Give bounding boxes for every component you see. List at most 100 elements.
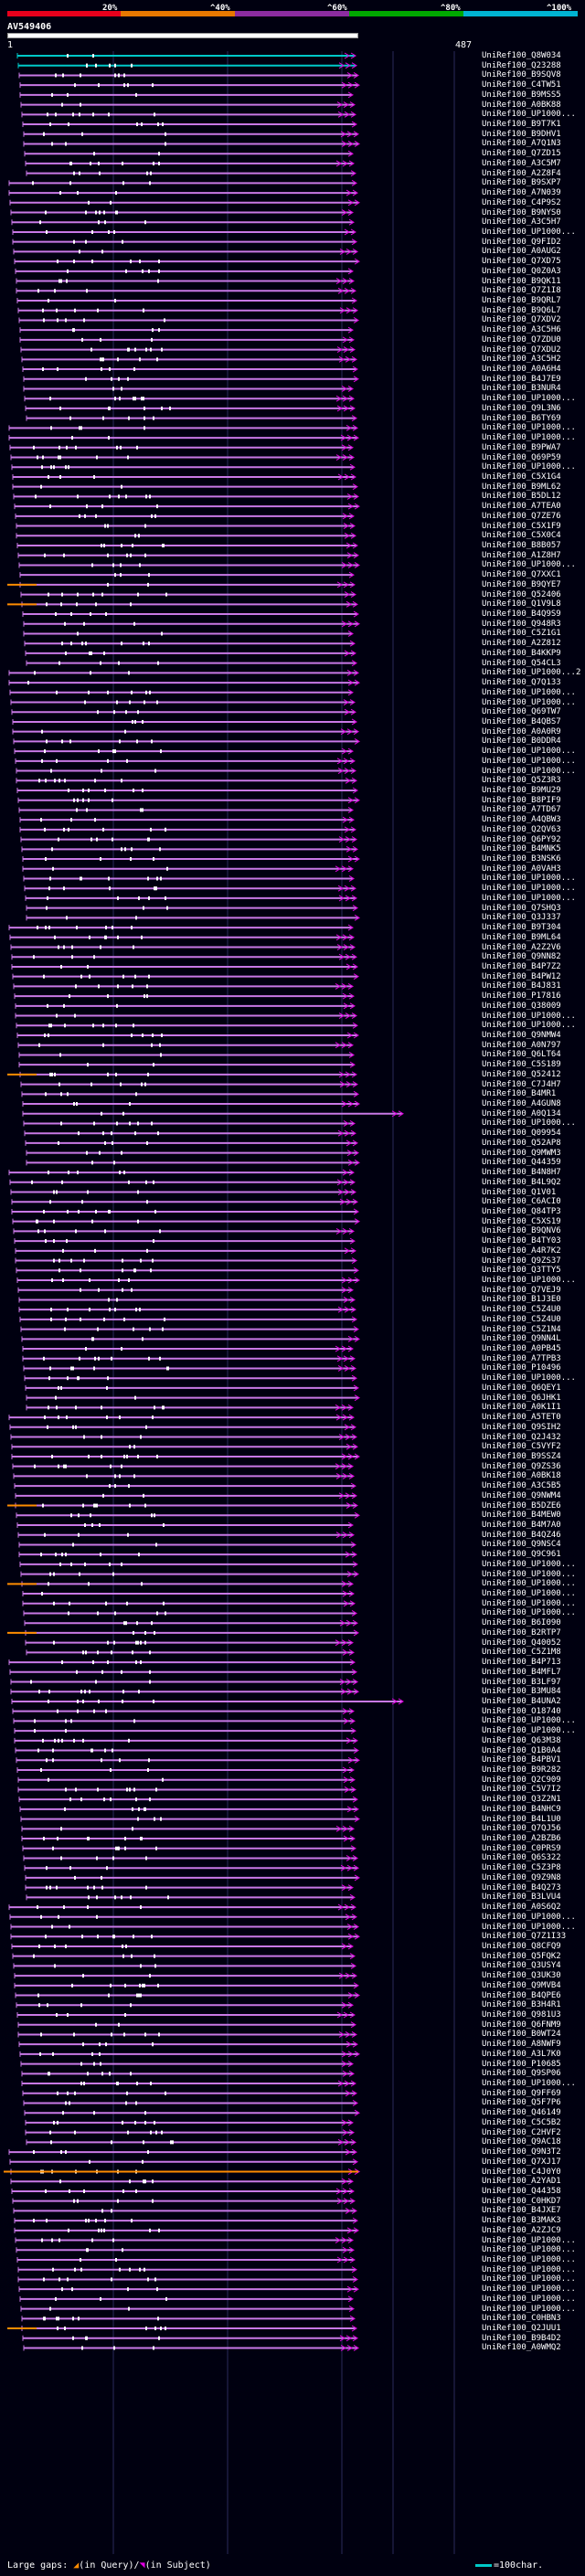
- hit-row[interactable]: [18, 1052, 355, 1058]
- hit-row[interactable]: [19, 81, 360, 89]
- hit-row[interactable]: [23, 376, 359, 383]
- hit-row[interactable]: [10, 699, 356, 705]
- hit-row[interactable]: [20, 1081, 358, 1088]
- hit-label[interactable]: UniRef100_A0S6Q2: [482, 1903, 561, 1913]
- hit-label[interactable]: UniRef100_UP1000...: [482, 756, 576, 766]
- hit-row[interactable]: [16, 297, 357, 304]
- hit-row[interactable]: [16, 532, 356, 539]
- hit-row[interactable]: [21, 2080, 356, 2087]
- hit-row[interactable]: [25, 2129, 355, 2136]
- hit-label[interactable]: UniRef100_B4MFL7: [482, 1667, 561, 1677]
- hit-row[interactable]: [10, 1434, 357, 1440]
- hit-row[interactable]: [22, 1600, 356, 1607]
- hit-label[interactable]: UniRef100_O18740: [482, 1706, 561, 1716]
- hit-row[interactable]: [17, 2266, 357, 2274]
- hit-row[interactable]: [17, 1042, 354, 1049]
- hit-row[interactable]: [12, 1218, 360, 1225]
- hit-label[interactable]: UniRef100_A0WMQ2: [482, 2343, 561, 2353]
- hit-row[interactable]: [14, 1237, 356, 1245]
- hit-row[interactable]: [10, 1924, 359, 1930]
- hit-label[interactable]: UniRef100_UP1000...: [482, 394, 576, 404]
- hit-row[interactable]: [26, 1648, 355, 1656]
- hit-label[interactable]: UniRef100_UP1000...: [482, 1579, 576, 1589]
- hit-label[interactable]: UniRef100_UP1000...: [482, 2079, 576, 2089]
- hit-label[interactable]: UniRef100_A0AUG2: [482, 247, 561, 257]
- hit-label[interactable]: UniRef100_A0A0R9: [482, 726, 561, 737]
- hit-row[interactable]: [12, 718, 357, 726]
- hit-row[interactable]: [10, 944, 356, 950]
- hit-row[interactable]: [8, 1169, 355, 1176]
- hit-row[interactable]: [16, 777, 357, 784]
- hit-row[interactable]: [14, 258, 360, 265]
- hit-label[interactable]: UniRef100_B4L9Q2: [482, 1177, 561, 1187]
- hit-label[interactable]: UniRef100_B4L1U0: [482, 1814, 561, 1824]
- hit-row[interactable]: [17, 1786, 356, 1793]
- hit-label[interactable]: UniRef100_Q9Z9N8: [482, 1872, 561, 1882]
- hit-row[interactable]: [8, 924, 354, 931]
- hit-row[interactable]: [10, 209, 354, 216]
- hit-row[interactable]: [18, 72, 359, 79]
- hit-row[interactable]: [9, 934, 355, 941]
- hit-row[interactable]: [11, 1943, 354, 1950]
- hit-row[interactable]: [26, 170, 356, 177]
- hit-row[interactable]: [16, 1277, 360, 1284]
- hit-row[interactable]: [23, 141, 360, 147]
- hit-row[interactable]: [12, 1463, 354, 1470]
- hit-label[interactable]: UniRef100_UP1000...: [482, 2274, 576, 2284]
- hit-label[interactable]: UniRef100_Q46149: [482, 2108, 561, 2118]
- hit-row[interactable]: [25, 1884, 354, 1892]
- hit-label[interactable]: UniRef100_Q2J432: [482, 1432, 561, 1442]
- hit-row[interactable]: [9, 2158, 358, 2166]
- hit-row[interactable]: [22, 121, 357, 128]
- hit-label[interactable]: UniRef100_Q9NSC4: [482, 1540, 561, 1550]
- hit-row[interactable]: [8, 2148, 357, 2156]
- hit-label[interactable]: UniRef100_A8NWF9: [482, 2040, 561, 2050]
- hit-label[interactable]: UniRef100_A2Z8F4: [482, 168, 561, 178]
- hit-row[interactable]: [23, 1120, 356, 1127]
- hit-label[interactable]: UniRef100_Q9ZS36: [482, 1461, 561, 1471]
- hit-label[interactable]: UniRef100_C5S189: [482, 1060, 561, 1070]
- hit-row[interactable]: [22, 2090, 357, 2097]
- hit-row[interactable]: [24, 1129, 356, 1137]
- hit-label[interactable]: UniRef100_Q3J337: [482, 913, 561, 923]
- hit-label[interactable]: UniRef100_B4MNK5: [482, 844, 561, 854]
- hit-row[interactable]: [15, 1992, 360, 1998]
- hit-label[interactable]: UniRef100_UP1000...: [482, 1598, 576, 1608]
- hit-label[interactable]: UniRef100_UP1000...: [482, 884, 576, 894]
- hit-label[interactable]: UniRef100_A3C5B5: [482, 1481, 561, 1491]
- hit-row[interactable]: [8, 1903, 356, 1911]
- hit-label[interactable]: UniRef100_UP1000...: [482, 1569, 576, 1579]
- hit-row[interactable]: [19, 2051, 360, 2058]
- hit-label[interactable]: UniRef100_B9B4D2: [482, 2333, 561, 2343]
- hit-row[interactable]: [19, 91, 354, 99]
- hit-label[interactable]: UniRef100_Q9AC18: [482, 2137, 561, 2147]
- hit-row[interactable]: [21, 355, 357, 363]
- hit-row[interactable]: [16, 523, 356, 529]
- hit-label[interactable]: UniRef100_A2YAD1: [482, 2177, 561, 2187]
- hit-label[interactable]: UniRef100_B4QZ46: [482, 1530, 561, 1540]
- hit-label[interactable]: UniRef100_C5Z3P8: [482, 1863, 561, 1873]
- hit-row[interactable]: [11, 1698, 404, 1705]
- hit-row[interactable]: [11, 218, 355, 226]
- hit-row[interactable]: [15, 1257, 357, 1264]
- hit-label[interactable]: UniRef100_Q3USY4: [482, 1961, 561, 1971]
- hit-label[interactable]: UniRef100_UP1000...: [482, 874, 576, 884]
- hit-row[interactable]: [8, 1414, 355, 1421]
- hit-row[interactable]: [19, 1806, 359, 1813]
- hit-row[interactable]: [14, 2217, 358, 2224]
- hit-label[interactable]: UniRef100_B4J831: [482, 981, 561, 991]
- hit-row[interactable]: [10, 1933, 360, 1940]
- hit-label[interactable]: UniRef100_B4NHC9: [482, 1804, 561, 1814]
- hit-label[interactable]: UniRef100_UP1000...: [482, 433, 576, 443]
- hit-label[interactable]: UniRef100_UP1000...: [482, 2284, 576, 2295]
- hit-label[interactable]: UniRef100_B8B057: [482, 541, 561, 550]
- hit-row[interactable]: [25, 1639, 354, 1647]
- hit-label[interactable]: UniRef100_B9QRL7: [482, 296, 561, 305]
- hit-row[interactable]: [13, 493, 359, 500]
- hit-label[interactable]: UniRef100_UP1000...: [482, 2245, 576, 2255]
- hit-row[interactable]: [7, 1502, 358, 1509]
- hit-row[interactable]: [7, 1580, 354, 1587]
- hit-label[interactable]: UniRef100_A0BK88: [482, 100, 561, 110]
- hit-row[interactable]: [8, 1659, 356, 1666]
- hit-label[interactable]: UniRef100_A0Q134: [482, 1108, 561, 1118]
